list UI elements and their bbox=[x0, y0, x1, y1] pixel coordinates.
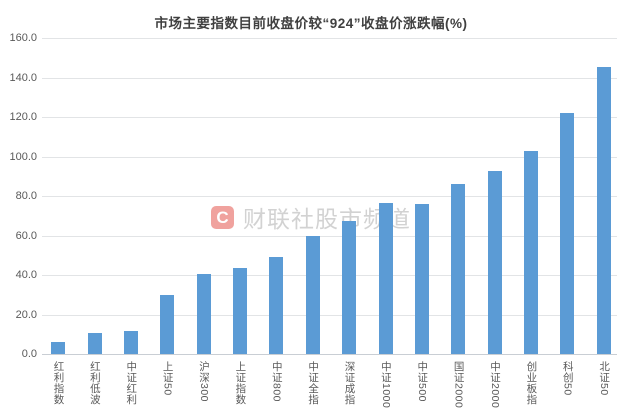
gridline bbox=[42, 77, 617, 79]
bar bbox=[560, 112, 575, 354]
bar bbox=[233, 268, 248, 354]
gridline bbox=[42, 156, 617, 158]
gridline bbox=[42, 196, 617, 198]
x-label-slot: 中证500 bbox=[404, 361, 440, 408]
x-label-slot: 红利指数 bbox=[40, 361, 76, 408]
y-axis-tick-label: 80.0 bbox=[15, 190, 37, 203]
x-axis-category-label: 中证1000 bbox=[379, 361, 392, 409]
bar bbox=[451, 184, 466, 354]
x-axis-category-label: 中证500 bbox=[416, 361, 429, 403]
x-axis-category-label: 中证800 bbox=[270, 361, 283, 403]
bar bbox=[87, 332, 102, 354]
x-label-slot: 深证成指 bbox=[331, 361, 367, 408]
bar-slot bbox=[222, 38, 258, 354]
bar-slot bbox=[76, 38, 112, 354]
bar bbox=[596, 66, 611, 354]
y-axis-tick-label: 120.0 bbox=[9, 111, 37, 124]
gridline bbox=[42, 38, 617, 40]
x-label-slot: 中证2000 bbox=[477, 361, 513, 408]
x-axis-category-label: 深证成指 bbox=[343, 361, 356, 405]
bar bbox=[524, 151, 539, 354]
plot-area bbox=[42, 38, 617, 354]
x-axis-category-label: 沪深300 bbox=[197, 361, 210, 403]
bar bbox=[487, 170, 502, 354]
y-axis-tick-label: 0.0 bbox=[21, 348, 37, 361]
x-label-slot: 科创50 bbox=[549, 361, 585, 408]
cailianshe-logo-icon: C bbox=[211, 205, 234, 229]
bar-slot bbox=[186, 38, 222, 354]
x-label-slot: 上证指数 bbox=[222, 361, 258, 408]
x-axis-category-label: 创业板指 bbox=[525, 361, 538, 405]
bar bbox=[160, 294, 175, 354]
bar-slot bbox=[586, 38, 622, 354]
x-label-slot: 创业板指 bbox=[513, 361, 549, 408]
gridline bbox=[42, 117, 617, 119]
y-axis-tick-label: 140.0 bbox=[9, 71, 37, 84]
bar bbox=[196, 274, 211, 354]
x-axis-category-label: 红利指数 bbox=[52, 361, 65, 405]
bar-slot bbox=[440, 38, 476, 354]
x-axis-category-label: 中证2000 bbox=[488, 361, 501, 409]
bar bbox=[123, 330, 138, 354]
gridline bbox=[42, 235, 617, 237]
x-axis-category-label: 上证指数 bbox=[234, 361, 247, 405]
bars-layer bbox=[40, 38, 622, 354]
bar-slot bbox=[513, 38, 549, 354]
y-axis-tick-label: 20.0 bbox=[15, 308, 37, 321]
bar bbox=[305, 236, 320, 354]
bar-slot bbox=[367, 38, 403, 354]
x-axis-category-label: 科创50 bbox=[561, 361, 574, 396]
x-label-slot: 沪深300 bbox=[186, 361, 222, 408]
bar-slot bbox=[295, 38, 331, 354]
x-axis-category-label: 北证50 bbox=[598, 361, 611, 396]
x-axis-line bbox=[42, 354, 617, 355]
bar-slot bbox=[258, 38, 294, 354]
bar bbox=[269, 257, 284, 354]
gridline bbox=[42, 275, 617, 277]
bar-slot bbox=[331, 38, 367, 354]
x-axis-category-label: 国证2000 bbox=[452, 361, 465, 409]
y-axis-tick-label: 40.0 bbox=[15, 269, 37, 282]
bar-slot bbox=[404, 38, 440, 354]
x-label-slot: 红利低波 bbox=[76, 361, 112, 408]
chart-title: 市场主要指数目前收盘价较“924”收盘价涨跌幅(%) bbox=[154, 16, 468, 31]
bar-slot bbox=[477, 38, 513, 354]
bar-slot bbox=[549, 38, 585, 354]
x-axis-category-label: 红利低波 bbox=[88, 361, 101, 405]
x-label-slot: 国证2000 bbox=[440, 361, 476, 408]
bar-slot bbox=[113, 38, 149, 354]
x-label-slot: 北证50 bbox=[586, 361, 622, 408]
x-axis-labels: 红利指数 红利低波 中证红利 上证50 沪深300 上证指数 中证800 中证全指 深证成指 中证… bbox=[40, 361, 622, 408]
x-axis-category-label: 中证全指 bbox=[307, 361, 320, 405]
y-axis-tick-label: 160.0 bbox=[9, 32, 37, 45]
x-axis-category-label: 上证50 bbox=[161, 361, 174, 396]
y-axis-tick-label: 60.0 bbox=[15, 229, 37, 242]
x-label-slot: 中证800 bbox=[258, 361, 294, 408]
bar bbox=[342, 221, 357, 354]
bar-slot bbox=[149, 38, 185, 354]
y-axis-tick-label: 100.0 bbox=[9, 150, 37, 163]
gridline bbox=[42, 314, 617, 316]
bar bbox=[414, 204, 429, 354]
x-axis-category-label: 中证红利 bbox=[125, 361, 138, 405]
x-label-slot: 中证全指 bbox=[295, 361, 331, 408]
x-label-slot: 中证1000 bbox=[367, 361, 403, 408]
bar bbox=[51, 342, 66, 354]
x-label-slot: 中证红利 bbox=[113, 361, 149, 408]
x-label-slot: 上证50 bbox=[149, 361, 185, 408]
bar-slot bbox=[40, 38, 76, 354]
bar bbox=[378, 203, 393, 354]
